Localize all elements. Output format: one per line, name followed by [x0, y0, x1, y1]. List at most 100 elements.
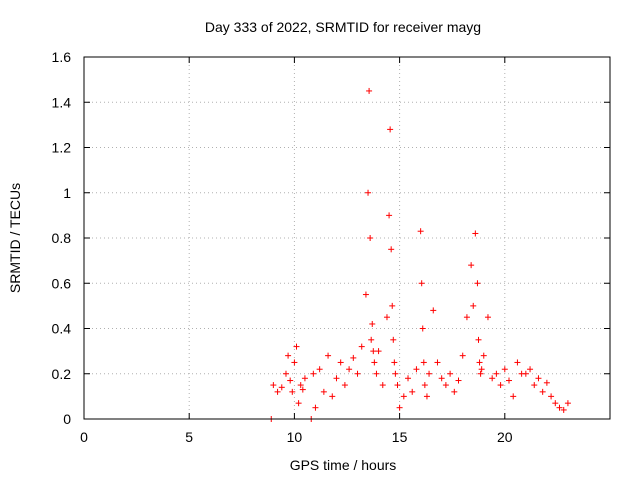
data-point: [333, 375, 340, 382]
data-point: [394, 382, 401, 389]
data-point: [474, 280, 481, 287]
data-point: [493, 370, 500, 377]
data-point: [560, 406, 567, 413]
data-point: [366, 87, 373, 94]
data-point: [389, 302, 396, 309]
data-point: [447, 370, 454, 377]
data-point: [438, 375, 445, 382]
data-point: [371, 359, 378, 366]
data-point: [392, 370, 399, 377]
data-point: [419, 325, 426, 332]
data-point: [358, 343, 365, 350]
data-point: [379, 382, 386, 389]
data-point: [274, 388, 281, 395]
y-tick-label: 1: [63, 185, 71, 201]
data-point: [299, 386, 306, 393]
x-tick-label: 20: [497, 429, 513, 445]
data-point: [297, 382, 304, 389]
data-point: [556, 404, 563, 411]
data-point: [282, 370, 289, 377]
y-tick-label: 0.6: [52, 275, 72, 291]
data-point: [368, 336, 375, 343]
data-point: [346, 366, 353, 373]
data-point: [552, 400, 559, 407]
data-point: [459, 352, 466, 359]
data-point: [293, 343, 300, 350]
data-points: [268, 87, 571, 422]
data-point: [388, 246, 395, 253]
data-point: [287, 377, 294, 384]
data-point: [510, 393, 517, 400]
data-point: [489, 375, 496, 382]
data-point: [400, 393, 407, 400]
data-point: [369, 320, 376, 327]
data-point: [478, 366, 485, 373]
data-point: [329, 393, 336, 400]
data-point: [522, 370, 529, 377]
data-point: [383, 314, 390, 321]
data-point: [442, 382, 449, 389]
data-point: [484, 314, 491, 321]
data-point: [543, 379, 550, 386]
data-point: [514, 359, 521, 366]
data-point: [386, 212, 393, 219]
data-point: [405, 375, 412, 382]
data-point: [451, 388, 458, 395]
data-point: [417, 228, 424, 235]
grid: [84, 57, 610, 419]
data-point: [373, 370, 380, 377]
y-tick-label: 0: [63, 411, 71, 427]
y-tick-label: 1.4: [52, 94, 72, 110]
x-tick-label: 0: [80, 429, 88, 445]
data-point: [312, 404, 319, 411]
data-point: [463, 314, 470, 321]
data-point: [387, 126, 394, 133]
data-point: [426, 370, 433, 377]
axis-ticks: 0 0.2 0.4 0.6 0.8 1 1.2 1.4 1.6 0 5 10 15 20: [52, 49, 610, 445]
chart-title: Day 333 of 2022, SRMTID for receiver may…: [205, 19, 481, 35]
x-tick-label: 15: [392, 429, 408, 445]
data-point: [362, 291, 369, 298]
data-point: [531, 382, 538, 389]
data-point: [291, 359, 298, 366]
data-point: [434, 359, 441, 366]
data-point: [295, 400, 302, 407]
y-tick-label: 1.6: [52, 49, 72, 65]
data-point: [270, 382, 277, 389]
data-point: [354, 370, 361, 377]
data-point: [285, 352, 292, 359]
data-point: [337, 359, 344, 366]
data-point: [341, 382, 348, 389]
data-point: [476, 359, 483, 366]
data-point: [409, 388, 416, 395]
data-point: [548, 393, 555, 400]
data-point: [472, 230, 479, 237]
data-point: [420, 359, 427, 366]
x-tick-label: 10: [287, 429, 303, 445]
data-point: [370, 348, 377, 355]
data-point: [316, 366, 323, 373]
y-tick-label: 1.2: [52, 140, 72, 156]
data-point: [475, 336, 482, 343]
data-point: [325, 352, 332, 359]
data-point: [289, 388, 296, 395]
data-point: [497, 382, 504, 389]
data-point: [506, 377, 513, 384]
data-point: [278, 384, 285, 391]
data-point: [310, 370, 317, 377]
x-tick-label: 5: [185, 429, 193, 445]
data-point: [430, 307, 437, 314]
data-point: [367, 235, 374, 241]
data-point: [470, 302, 477, 309]
data-point: [390, 336, 397, 343]
y-tick-label: 0.4: [52, 321, 72, 337]
data-point: [423, 393, 430, 400]
data-point: [535, 375, 542, 382]
y-tick-label: 0.8: [52, 230, 72, 246]
data-point: [455, 377, 462, 384]
data-point: [418, 280, 425, 287]
data-point: [480, 352, 487, 359]
data-point: [501, 366, 508, 373]
data-point: [375, 348, 382, 355]
